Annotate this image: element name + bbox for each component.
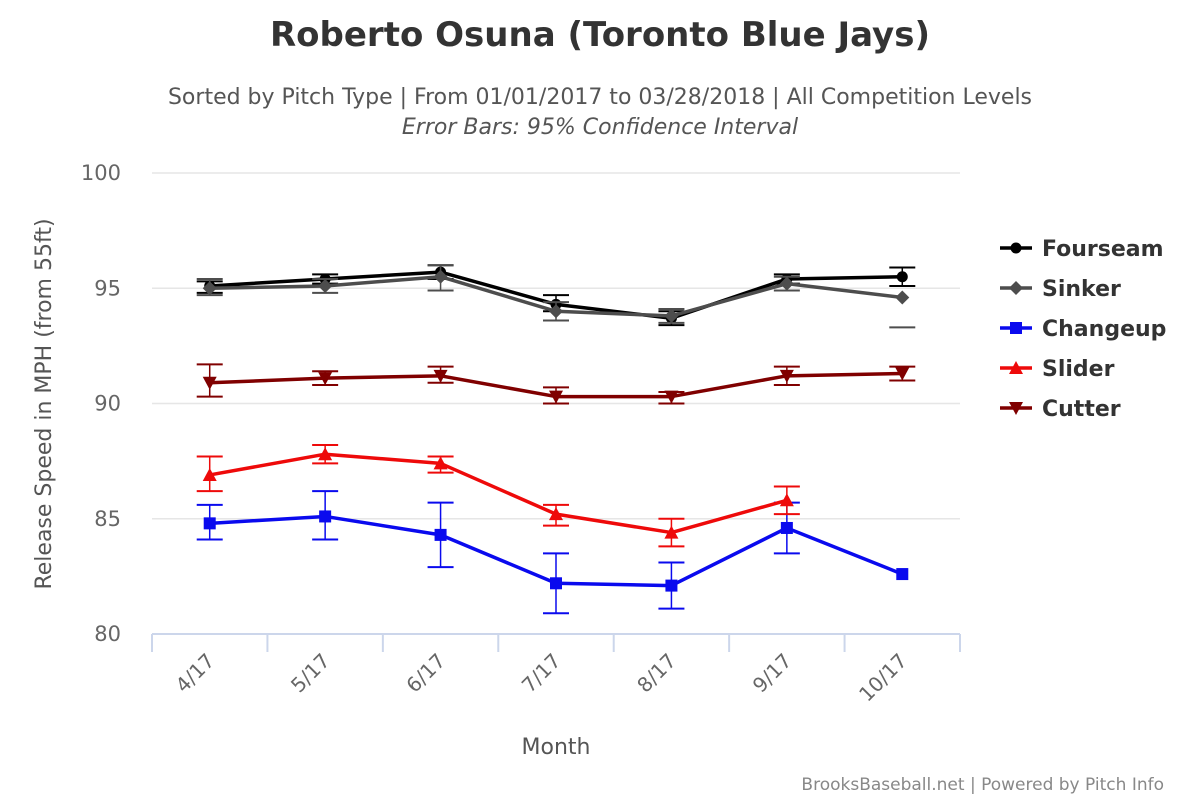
data-point-cutter: [779, 369, 794, 383]
legend-marker: [1010, 242, 1022, 254]
data-point-cutter: [549, 390, 563, 404]
legend-label[interactable]: Changeup: [1042, 317, 1166, 342]
data-point-slider: [664, 525, 679, 539]
series-sinker: [196, 264, 916, 329]
series-layer: [196, 264, 916, 615]
series-slider: [196, 443, 800, 548]
data-point-cutter: [318, 372, 333, 386]
legend-marker: [1010, 322, 1022, 334]
data-point-slider: [433, 456, 448, 470]
legend-label[interactable]: Sinker: [1042, 277, 1121, 302]
legend-item-sinker[interactable]: Sinker: [1000, 277, 1121, 302]
y-tick-label: 95: [94, 276, 121, 300]
y-tick-label: 90: [94, 392, 121, 416]
data-point-changeup: [434, 528, 447, 541]
credits[interactable]: BrooksBaseball.net | Powered by Pitch In…: [801, 775, 1164, 795]
error-bars-changeup: [196, 490, 800, 615]
legend-item-fourseam[interactable]: Fourseam: [1000, 237, 1164, 262]
data-point-sinker: [664, 308, 679, 323]
data-point-slider: [202, 467, 217, 481]
data-point-sinker: [779, 276, 794, 291]
series-line-slider[interactable]: [207, 452, 789, 535]
error-bars-slider: [196, 443, 800, 548]
chart-title: Roberto Osuna (Toronto Blue Jays): [270, 15, 930, 55]
y-tick-label: 100: [81, 161, 121, 185]
legend-label[interactable]: Slider: [1042, 357, 1115, 382]
data-point-fourseam: [896, 271, 908, 283]
chart-subtitle: Sorted by Pitch Type | From 01/01/2017 t…: [168, 85, 1032, 110]
data-point-changeup: [896, 568, 909, 581]
x-tick-label: 6/17: [401, 649, 450, 698]
data-point-slider: [549, 507, 563, 521]
x-tick-label: 7/17: [517, 649, 566, 698]
x-tick-label: 9/17: [748, 649, 797, 698]
legend-item-cutter[interactable]: Cutter: [1000, 397, 1121, 422]
chart-subtitle-error-bars: Error Bars: 95% Confidence Interval: [402, 115, 798, 140]
data-point-sinker: [202, 281, 217, 296]
y-tick-label: 85: [94, 507, 121, 531]
x-tick-label: 4/17: [171, 649, 220, 698]
data-point-changeup: [665, 579, 678, 592]
data-point-sinker: [433, 269, 448, 284]
data-point-sinker: [895, 290, 910, 305]
legend: Fourseam Sinker Changeup Slider Cutter: [1000, 237, 1166, 422]
legend-label[interactable]: Cutter: [1042, 397, 1121, 422]
series-cutter: [196, 363, 916, 405]
data-point-cutter: [202, 376, 217, 390]
legend-label[interactable]: Fourseam: [1042, 237, 1164, 262]
series-changeup: [196, 490, 909, 615]
x-tick-label: 10/17: [854, 649, 912, 707]
data-point-slider: [779, 493, 794, 507]
legend-item-slider[interactable]: Slider: [1000, 357, 1115, 382]
x-axis: 4/17 5/17 6/17 7/17 8/17 9/17 10/17: [151, 633, 961, 707]
x-tick-label: 5/17: [286, 649, 335, 698]
legend-marker: [1009, 402, 1023, 415]
data-point-changeup: [203, 517, 216, 530]
data-point-slider: [318, 447, 333, 461]
grid: [152, 172, 960, 520]
y-axis: 80 85 90 95 100: [81, 161, 121, 646]
data-point-sinker: [318, 278, 333, 293]
y-tick-label: 80: [94, 622, 121, 646]
legend-item-changeup[interactable]: Changeup: [1000, 317, 1166, 342]
legend-marker: [1009, 361, 1023, 374]
legend-marker: [1009, 281, 1023, 295]
x-tick-label: 8/17: [632, 649, 681, 698]
data-point-cutter: [664, 390, 679, 404]
y-axis-title: Release Speed in MPH (from 55ft): [32, 218, 57, 589]
data-point-changeup: [780, 521, 793, 534]
data-point-changeup: [319, 510, 332, 523]
data-point-cutter: [895, 367, 910, 381]
data-point-cutter: [433, 369, 448, 383]
data-point-sinker: [549, 304, 563, 319]
data-point-changeup: [550, 577, 562, 590]
x-axis-title: Month: [522, 735, 591, 760]
